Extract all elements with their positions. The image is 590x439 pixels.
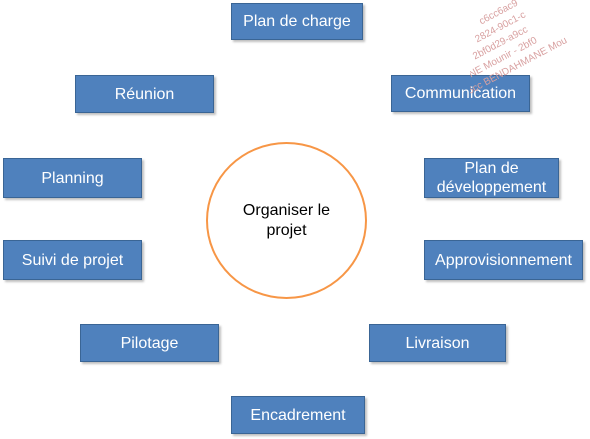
node-pilotage: Pilotage — [80, 324, 219, 362]
watermark-line: NE Mounir - 2bf0 — [470, 35, 539, 80]
node-label: Plan de développement — [436, 160, 547, 196]
center-node-circle: Organiser le projet — [206, 142, 367, 299]
node-label: Pilotage — [120, 334, 179, 352]
node-livraison: Livraison — [369, 324, 506, 362]
node-label: Approvisionnement — [435, 251, 572, 269]
node-reunion: Réunion — [75, 75, 214, 113]
node-plan-de-charge: Plan de charge — [231, 3, 363, 40]
node-label: Plan de charge — [243, 13, 351, 30]
watermark-line: c6cc6ac9 — [477, 0, 520, 27]
node-label: Encadrement — [250, 406, 346, 424]
node-label: Livraison — [405, 334, 470, 352]
watermark-line: 2824-90c1-c — [473, 9, 527, 45]
node-communication: Communication — [391, 75, 530, 112]
node-planning: Planning — [3, 158, 142, 198]
node-label: Planning — [41, 169, 104, 187]
node-label: Réunion — [114, 85, 175, 103]
center-node-label: Organiser le projet — [242, 201, 331, 239]
watermark-line: 2bf0d29-a9cc — [471, 24, 530, 62]
node-label: Suivi de projet — [21, 251, 124, 269]
node-suivi-de-projet: Suivi de projet — [3, 240, 142, 280]
node-encadrement: Encadrement — [231, 396, 365, 434]
node-plan-de-developpement: Plan de développement — [424, 158, 559, 198]
node-approvisionnement: Approvisionnement — [424, 240, 583, 280]
node-label: Communication — [404, 85, 517, 102]
